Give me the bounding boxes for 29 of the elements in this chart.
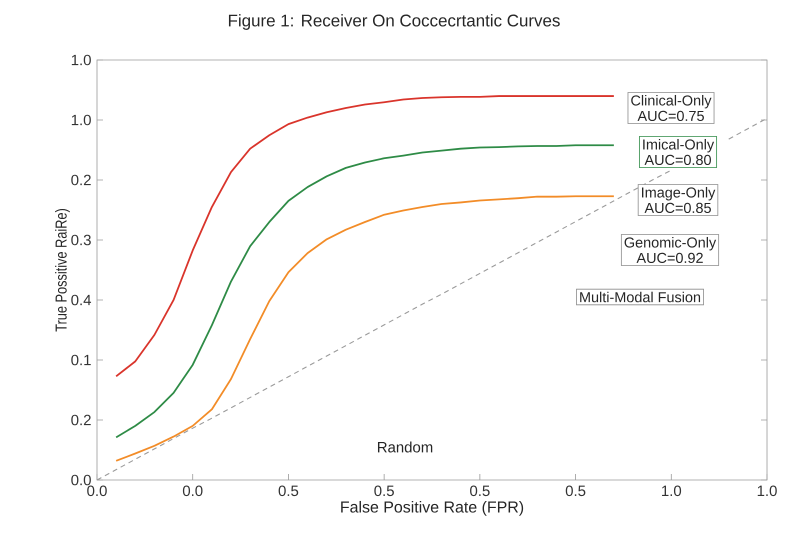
- annotation: Multi-Modal Fusion: [580, 292, 700, 302]
- text: 0.4: [71, 294, 92, 306]
- text: 1.0: [72, 54, 91, 66]
- x-tick-label: 1.0: [758, 486, 777, 496]
- x-axis-title: False Positive Rate (FPR): [341, 500, 524, 516]
- annotation: Image-Only: [642, 186, 716, 200]
- annotation: Clinical-Only: [631, 94, 712, 108]
- y-axis-title: True Possitive RaiRe): [55, 209, 70, 332]
- annotation: Imical-Only: [643, 138, 714, 152]
- annotation: AUC=0.75: [638, 110, 704, 122]
- text: 1.0: [72, 114, 91, 126]
- x-tick-label: 0.0: [182, 486, 203, 496]
- annotation: AUC=0.80: [644, 154, 711, 166]
- text: 0.2: [71, 414, 91, 426]
- x-tick-label: 0.0: [87, 486, 107, 496]
- annotation: AUC=0.85: [644, 202, 711, 214]
- text: 0.0: [71, 474, 91, 486]
- x-tick-label: 0.5: [566, 486, 586, 496]
- x-tick-label: 0.5: [470, 486, 490, 496]
- annotation: Random: [378, 442, 432, 452]
- annotation: Genomic-Only: [624, 236, 716, 250]
- x-tick-label: 0.5: [278, 486, 298, 496]
- annotation: AUC=0.92: [636, 252, 703, 264]
- chart-title: Figure 1: Receiver On Coccecrtantic Curves: [228, 14, 560, 30]
- x-tick-label: 0.5: [374, 486, 394, 496]
- text: 0.2: [71, 174, 91, 186]
- text: 0.1: [71, 354, 91, 366]
- text: 0.3: [71, 234, 91, 246]
- x-tick-label: 1.0: [662, 486, 682, 496]
